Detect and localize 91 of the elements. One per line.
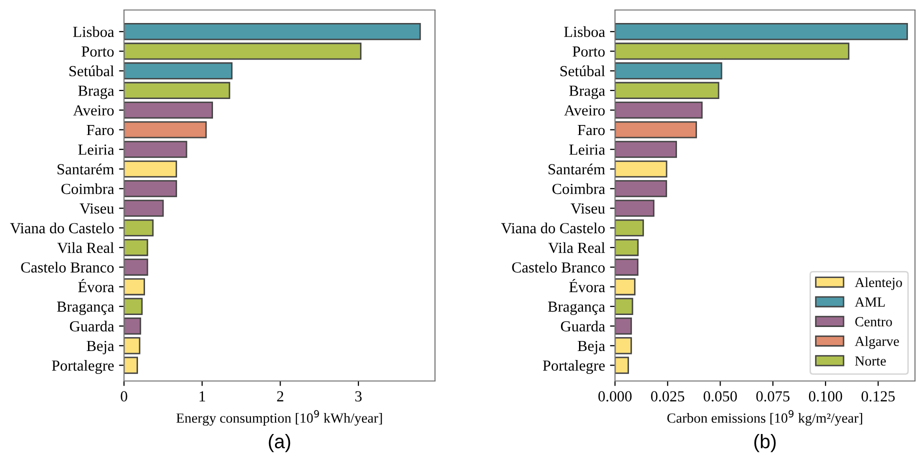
x-tick-label: 0 — [120, 391, 128, 402]
y-tick-label: Lisboa — [564, 26, 606, 38]
y-tick-label: Leiria — [569, 144, 606, 155]
bar — [124, 102, 213, 119]
bar — [615, 160, 668, 178]
y-tick-label: Viana do Castelo — [10, 222, 114, 234]
bar — [124, 160, 178, 178]
x-tick-label: 1 — [200, 391, 206, 402]
text: (b) — [754, 434, 776, 452]
bar — [615, 337, 632, 354]
y-tick-label: Évora — [78, 279, 114, 292]
y-tick-label: Castelo Branco — [21, 262, 114, 273]
bar — [615, 102, 703, 119]
y-tick-label: Bragança — [57, 302, 114, 315]
x-tick-label: 0.050 — [704, 391, 737, 402]
bar — [615, 258, 638, 276]
x-tick-label: 0.000 — [598, 391, 632, 402]
y-tick-label: Viana do Castelo — [501, 222, 605, 234]
x-tick-label: 0.100 — [808, 391, 842, 402]
bar — [124, 180, 178, 198]
y-tick-label: Guarda — [70, 320, 114, 332]
y-tick-label: Aveiro — [564, 105, 605, 116]
bar — [124, 298, 143, 315]
bar — [615, 140, 677, 158]
legend-label: Algarve — [854, 336, 899, 349]
x-tick-label: 0.125 — [862, 391, 895, 402]
y-tick-label: Leiria — [78, 144, 114, 155]
bar — [615, 278, 636, 296]
bar — [615, 180, 668, 198]
x-tick-label: 0.025 — [651, 391, 684, 402]
bar — [124, 42, 362, 60]
y-tick-label: Guarda — [560, 320, 606, 332]
bar — [124, 23, 421, 40]
y-tick-label: Portalegre — [52, 360, 114, 374]
bar — [615, 23, 908, 40]
y-tick-label: Setúbal — [560, 66, 605, 76]
bar — [615, 219, 644, 236]
legend-label: Centro — [855, 317, 892, 326]
bar — [124, 62, 233, 80]
y-tick-label: Setúbal — [69, 66, 114, 76]
bar — [124, 82, 230, 100]
y-tick-label: Vila Real — [548, 242, 605, 254]
text: (a) — [268, 434, 290, 452]
bar — [615, 356, 629, 374]
y-tick-label: Évora — [569, 279, 606, 292]
y-tick-label: Portalegre — [542, 360, 605, 374]
bar — [124, 278, 146, 296]
bar — [124, 200, 164, 217]
bar — [124, 238, 148, 256]
bar — [615, 42, 850, 60]
y-tick-label: Santarém — [58, 164, 114, 174]
y-tick-label: Vila Real — [57, 242, 114, 254]
bar — [124, 140, 188, 158]
y-tick-label: Coimbra — [61, 183, 114, 194]
bar — [615, 82, 720, 100]
bar — [124, 121, 207, 138]
y-tick-label: Braga — [569, 86, 606, 100]
legend-label: Alentejo — [854, 277, 902, 290]
bar — [615, 200, 654, 217]
y-tick-label: Braga — [78, 86, 114, 100]
y-tick-label: Viseu — [80, 203, 114, 214]
y-tick-label: Viseu — [570, 203, 606, 214]
bar — [615, 121, 697, 138]
bar — [615, 298, 634, 315]
y-tick-label: Faro — [578, 125, 605, 136]
x-tick-label: 3 — [355, 391, 362, 402]
bar — [615, 62, 722, 80]
legend-label: AML — [854, 297, 885, 307]
bar — [124, 356, 138, 374]
y-tick-label: Beja — [578, 340, 606, 354]
legend-label: Norte — [855, 356, 886, 366]
y-tick-label: Lisboa — [73, 26, 114, 38]
bar — [124, 258, 148, 276]
bar — [615, 317, 632, 335]
y-tick-label: Coimbra — [552, 183, 606, 194]
y-tick-label: Bragança — [548, 302, 606, 315]
x-axis-title: Energy consumption [10$^{9}$ kWh/year] — [176, 410, 382, 426]
bar — [124, 337, 140, 354]
y-tick-label: Porto — [572, 46, 605, 57]
y-tick-label: Porto — [82, 46, 114, 57]
bar — [615, 238, 639, 256]
y-tick-label: Beja — [86, 340, 114, 354]
x-tick-label: 2 — [277, 391, 284, 402]
x-tick-label: 0.075 — [756, 391, 790, 402]
bar — [124, 219, 154, 236]
bar — [124, 317, 142, 335]
y-tick-label: Aveiro — [73, 105, 114, 116]
x-axis-title: Carbon emissions [10$^{9}$ kg/m²/year] — [667, 410, 862, 426]
y-tick-label: Faro — [86, 125, 114, 136]
y-tick-label: Castelo Branco — [512, 262, 605, 273]
y-tick-label: Santarém — [548, 164, 606, 174]
